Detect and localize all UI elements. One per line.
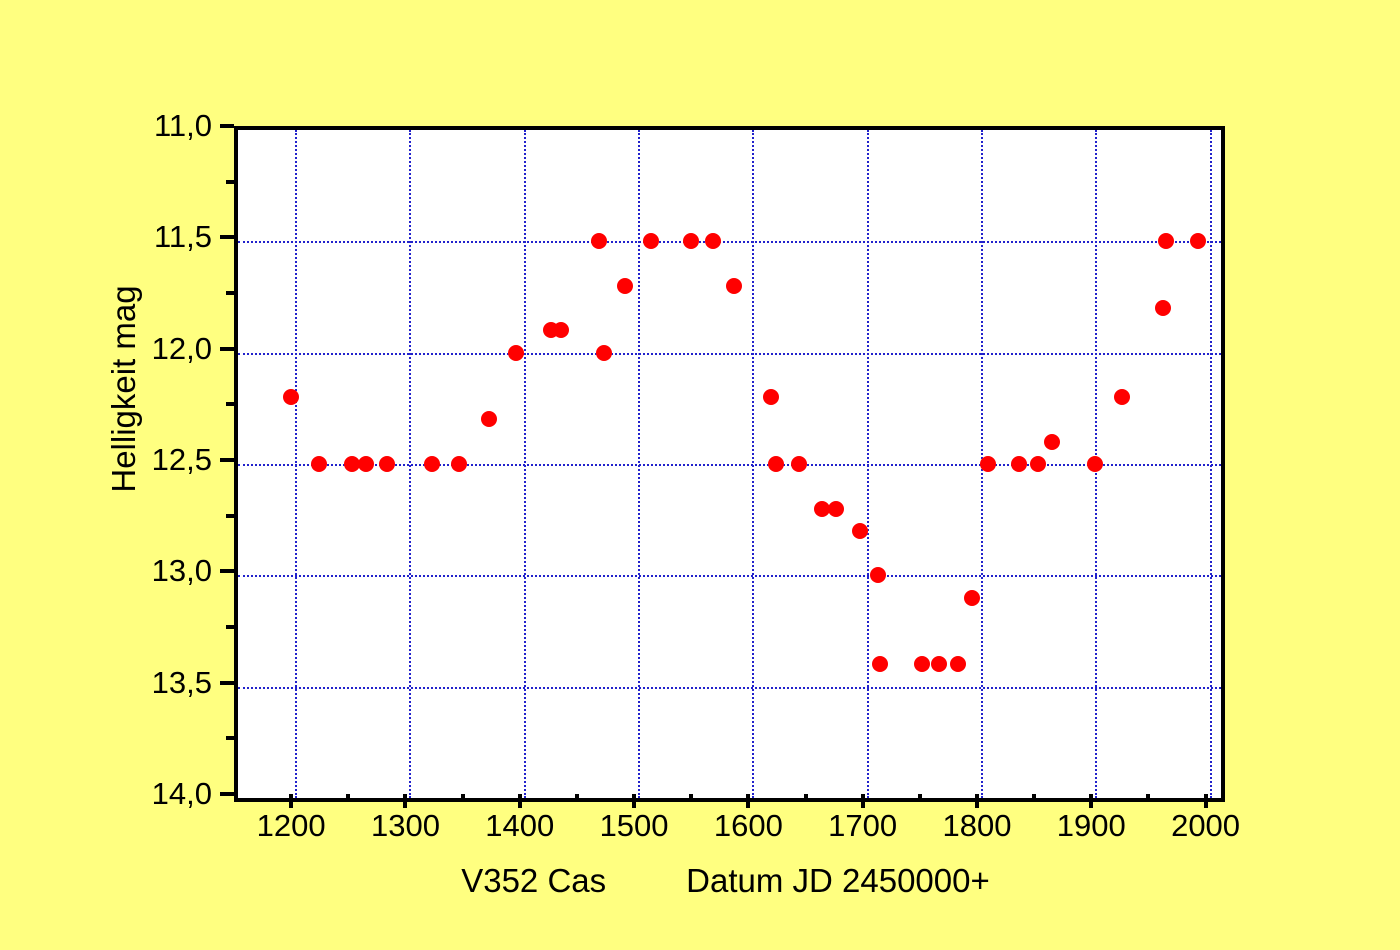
x-tick-minor [460, 794, 465, 802]
data-point [642, 233, 659, 250]
plot-inner [238, 130, 1221, 798]
y-tick-label: 13,0 [151, 553, 212, 589]
data-point [311, 456, 328, 472]
data-point [1030, 456, 1047, 472]
x-tick-label: 1800 [942, 808, 1012, 843]
data-point [617, 277, 634, 294]
y-tick-major [220, 458, 234, 462]
data-point [872, 656, 889, 673]
y-tick-label: 13,5 [151, 664, 212, 700]
x-tick-major [746, 794, 751, 808]
gridline-horizontal [238, 686, 1221, 689]
x-tick-label: 1400 [485, 808, 555, 843]
y-tick-minor [226, 513, 234, 518]
x-tick-major [1089, 794, 1094, 808]
data-point [950, 656, 967, 673]
data-point [870, 567, 887, 584]
gridline-horizontal [238, 241, 1221, 244]
y-tick-label: 11,5 [153, 219, 212, 255]
x-tick-minor [803, 794, 808, 802]
x-tick-minor [346, 794, 351, 802]
x-tick-major [289, 794, 294, 808]
data-point [930, 656, 947, 673]
data-point [768, 456, 785, 472]
x-tick-label: 1300 [370, 808, 440, 843]
x-tick-label: 1900 [1056, 808, 1126, 843]
data-point [595, 344, 612, 361]
data-point [553, 322, 570, 339]
x-tick-label: 1700 [828, 808, 898, 843]
data-point [282, 389, 299, 406]
data-point [1043, 433, 1060, 450]
x-axis-title-row: V352 Cas Datum JD 2450000+ [234, 862, 1217, 900]
data-point [1154, 300, 1171, 317]
y-tick-major [220, 235, 234, 240]
y-axis-title: Helligkeit mag [105, 285, 142, 493]
data-point [450, 456, 467, 472]
x-tick-major [860, 794, 865, 808]
data-point [507, 344, 524, 361]
y-tick-minor [226, 179, 234, 184]
data-point [705, 233, 722, 250]
gridline-horizontal [238, 464, 1221, 466]
data-point [378, 456, 395, 472]
x-tick-label: 1600 [713, 808, 783, 843]
data-point [913, 656, 930, 673]
data-point [358, 456, 375, 472]
x-tick-minor [917, 794, 922, 802]
data-point [1113, 389, 1130, 406]
data-point [827, 500, 844, 517]
data-point [1190, 233, 1207, 250]
data-point [851, 522, 868, 539]
gridline-horizontal [238, 575, 1221, 578]
plot-area [234, 126, 1225, 802]
y-tick-label: 12,0 [151, 330, 212, 366]
object-name-label: V352 Cas [461, 862, 607, 899]
x-tick-major [974, 794, 979, 808]
y-tick-minor [226, 736, 234, 741]
data-point [682, 233, 699, 250]
data-point [1087, 456, 1104, 472]
x-tick-minor [689, 794, 694, 802]
y-tick-minor [226, 291, 234, 295]
y-tick-label: 11,0 [153, 108, 212, 143]
y-tick-minor [226, 402, 234, 407]
data-point [481, 411, 498, 428]
data-point [344, 456, 361, 472]
x-tick-major [403, 794, 408, 808]
x-tick-major [517, 794, 522, 808]
data-point [1158, 233, 1175, 250]
data-point [1010, 456, 1027, 472]
x-axis-title: Datum JD 2450000+ [686, 862, 990, 899]
y-tick-minor [226, 625, 234, 629]
x-tick-label: 2000 [1171, 808, 1241, 843]
y-tick-major [220, 680, 234, 685]
x-tick-major [1203, 794, 1208, 808]
y-tick-label: 12,5 [151, 442, 212, 477]
data-point [814, 500, 831, 517]
data-point [979, 456, 996, 472]
data-point [424, 456, 441, 472]
y-tick-label: 14,0 [151, 776, 212, 811]
x-tick-label: 1200 [256, 808, 326, 843]
y-tick-major [220, 124, 234, 128]
x-tick-minor [1032, 794, 1037, 802]
x-tick-minor [574, 794, 579, 802]
y-tick-major [220, 792, 234, 796]
data-point [963, 589, 980, 606]
x-tick-minor [1146, 794, 1151, 802]
data-point [791, 456, 808, 472]
y-tick-major [220, 346, 234, 351]
y-tick-major [220, 569, 234, 574]
data-point [591, 233, 608, 250]
data-point [762, 389, 779, 406]
gridline-horizontal [238, 352, 1221, 355]
data-point [726, 277, 743, 294]
x-tick-label: 1500 [599, 808, 669, 843]
x-tick-major [632, 794, 637, 808]
